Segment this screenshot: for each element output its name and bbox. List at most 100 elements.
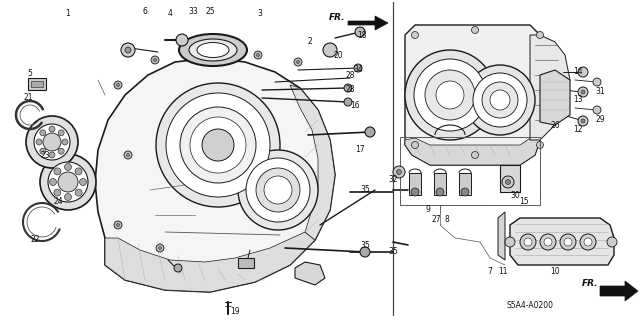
Circle shape <box>360 247 370 257</box>
Circle shape <box>365 127 375 137</box>
Circle shape <box>505 237 515 247</box>
Text: 25: 25 <box>205 7 215 17</box>
Circle shape <box>121 43 135 57</box>
Text: 35: 35 <box>388 247 398 257</box>
Circle shape <box>54 189 61 196</box>
Text: 23: 23 <box>40 150 50 159</box>
Circle shape <box>114 221 122 229</box>
Text: 12: 12 <box>573 125 583 134</box>
Circle shape <box>54 168 61 175</box>
Circle shape <box>560 234 576 250</box>
Circle shape <box>472 151 479 158</box>
Text: 8: 8 <box>445 215 449 225</box>
Circle shape <box>125 47 131 53</box>
Circle shape <box>581 119 585 123</box>
Circle shape <box>43 133 61 151</box>
Circle shape <box>414 59 486 131</box>
Circle shape <box>354 64 362 72</box>
Polygon shape <box>500 165 520 192</box>
Text: 10: 10 <box>550 268 560 276</box>
Polygon shape <box>540 70 570 125</box>
Circle shape <box>397 170 401 174</box>
Circle shape <box>75 189 82 196</box>
Circle shape <box>116 223 120 227</box>
Circle shape <box>246 158 310 222</box>
Circle shape <box>506 180 511 185</box>
Circle shape <box>176 34 188 46</box>
Text: 11: 11 <box>499 268 508 276</box>
Circle shape <box>40 130 46 136</box>
Text: 30: 30 <box>510 190 520 199</box>
Circle shape <box>49 152 55 158</box>
Circle shape <box>264 176 292 204</box>
Circle shape <box>294 58 302 66</box>
Text: 35: 35 <box>360 186 370 195</box>
Bar <box>400 137 540 205</box>
Circle shape <box>536 31 543 38</box>
Circle shape <box>79 179 86 186</box>
Text: 17: 17 <box>355 146 365 155</box>
Circle shape <box>34 124 70 160</box>
Polygon shape <box>530 35 570 140</box>
Text: 14: 14 <box>573 68 583 76</box>
Text: 29: 29 <box>595 116 605 124</box>
Circle shape <box>411 188 419 196</box>
Circle shape <box>166 93 270 197</box>
Circle shape <box>26 116 78 168</box>
Ellipse shape <box>179 34 247 66</box>
Circle shape <box>578 87 588 97</box>
Text: 31: 31 <box>595 87 605 97</box>
Bar <box>400 137 540 205</box>
Polygon shape <box>405 135 540 165</box>
Circle shape <box>151 56 159 64</box>
Circle shape <box>296 60 300 63</box>
Text: 15: 15 <box>519 197 529 206</box>
Polygon shape <box>295 262 325 285</box>
Text: 19: 19 <box>230 307 240 316</box>
Circle shape <box>58 130 64 136</box>
Circle shape <box>473 73 527 127</box>
Bar <box>434 173 446 195</box>
Circle shape <box>544 238 552 246</box>
Text: 13: 13 <box>573 95 583 105</box>
Text: 16: 16 <box>350 100 360 109</box>
Circle shape <box>58 148 64 154</box>
Text: 5: 5 <box>28 69 33 78</box>
Text: 28: 28 <box>345 85 355 94</box>
Circle shape <box>174 264 182 272</box>
Circle shape <box>254 51 262 59</box>
Circle shape <box>607 237 617 247</box>
Text: 28: 28 <box>345 70 355 79</box>
Bar <box>459 173 471 195</box>
Circle shape <box>393 166 405 178</box>
Circle shape <box>524 238 532 246</box>
Circle shape <box>323 43 337 57</box>
Circle shape <box>58 172 78 192</box>
Circle shape <box>238 150 318 230</box>
Polygon shape <box>95 58 335 292</box>
Circle shape <box>593 106 601 114</box>
Text: FR.: FR. <box>328 13 345 22</box>
Text: 3: 3 <box>257 10 262 19</box>
Bar <box>31 81 43 87</box>
Circle shape <box>540 234 556 250</box>
Circle shape <box>461 188 469 196</box>
Circle shape <box>344 84 352 92</box>
Polygon shape <box>600 281 638 301</box>
Text: 2: 2 <box>308 37 312 46</box>
Circle shape <box>490 90 510 110</box>
Circle shape <box>502 176 514 188</box>
Circle shape <box>156 83 280 207</box>
Text: 34: 34 <box>353 66 363 75</box>
Circle shape <box>465 65 535 135</box>
Circle shape <box>180 107 256 183</box>
Circle shape <box>127 154 129 156</box>
Circle shape <box>36 139 42 145</box>
Bar <box>409 173 421 195</box>
Circle shape <box>114 81 122 89</box>
Circle shape <box>412 31 419 38</box>
Ellipse shape <box>189 39 237 61</box>
Circle shape <box>536 141 543 148</box>
Circle shape <box>564 238 572 246</box>
Text: 33: 33 <box>188 7 198 17</box>
